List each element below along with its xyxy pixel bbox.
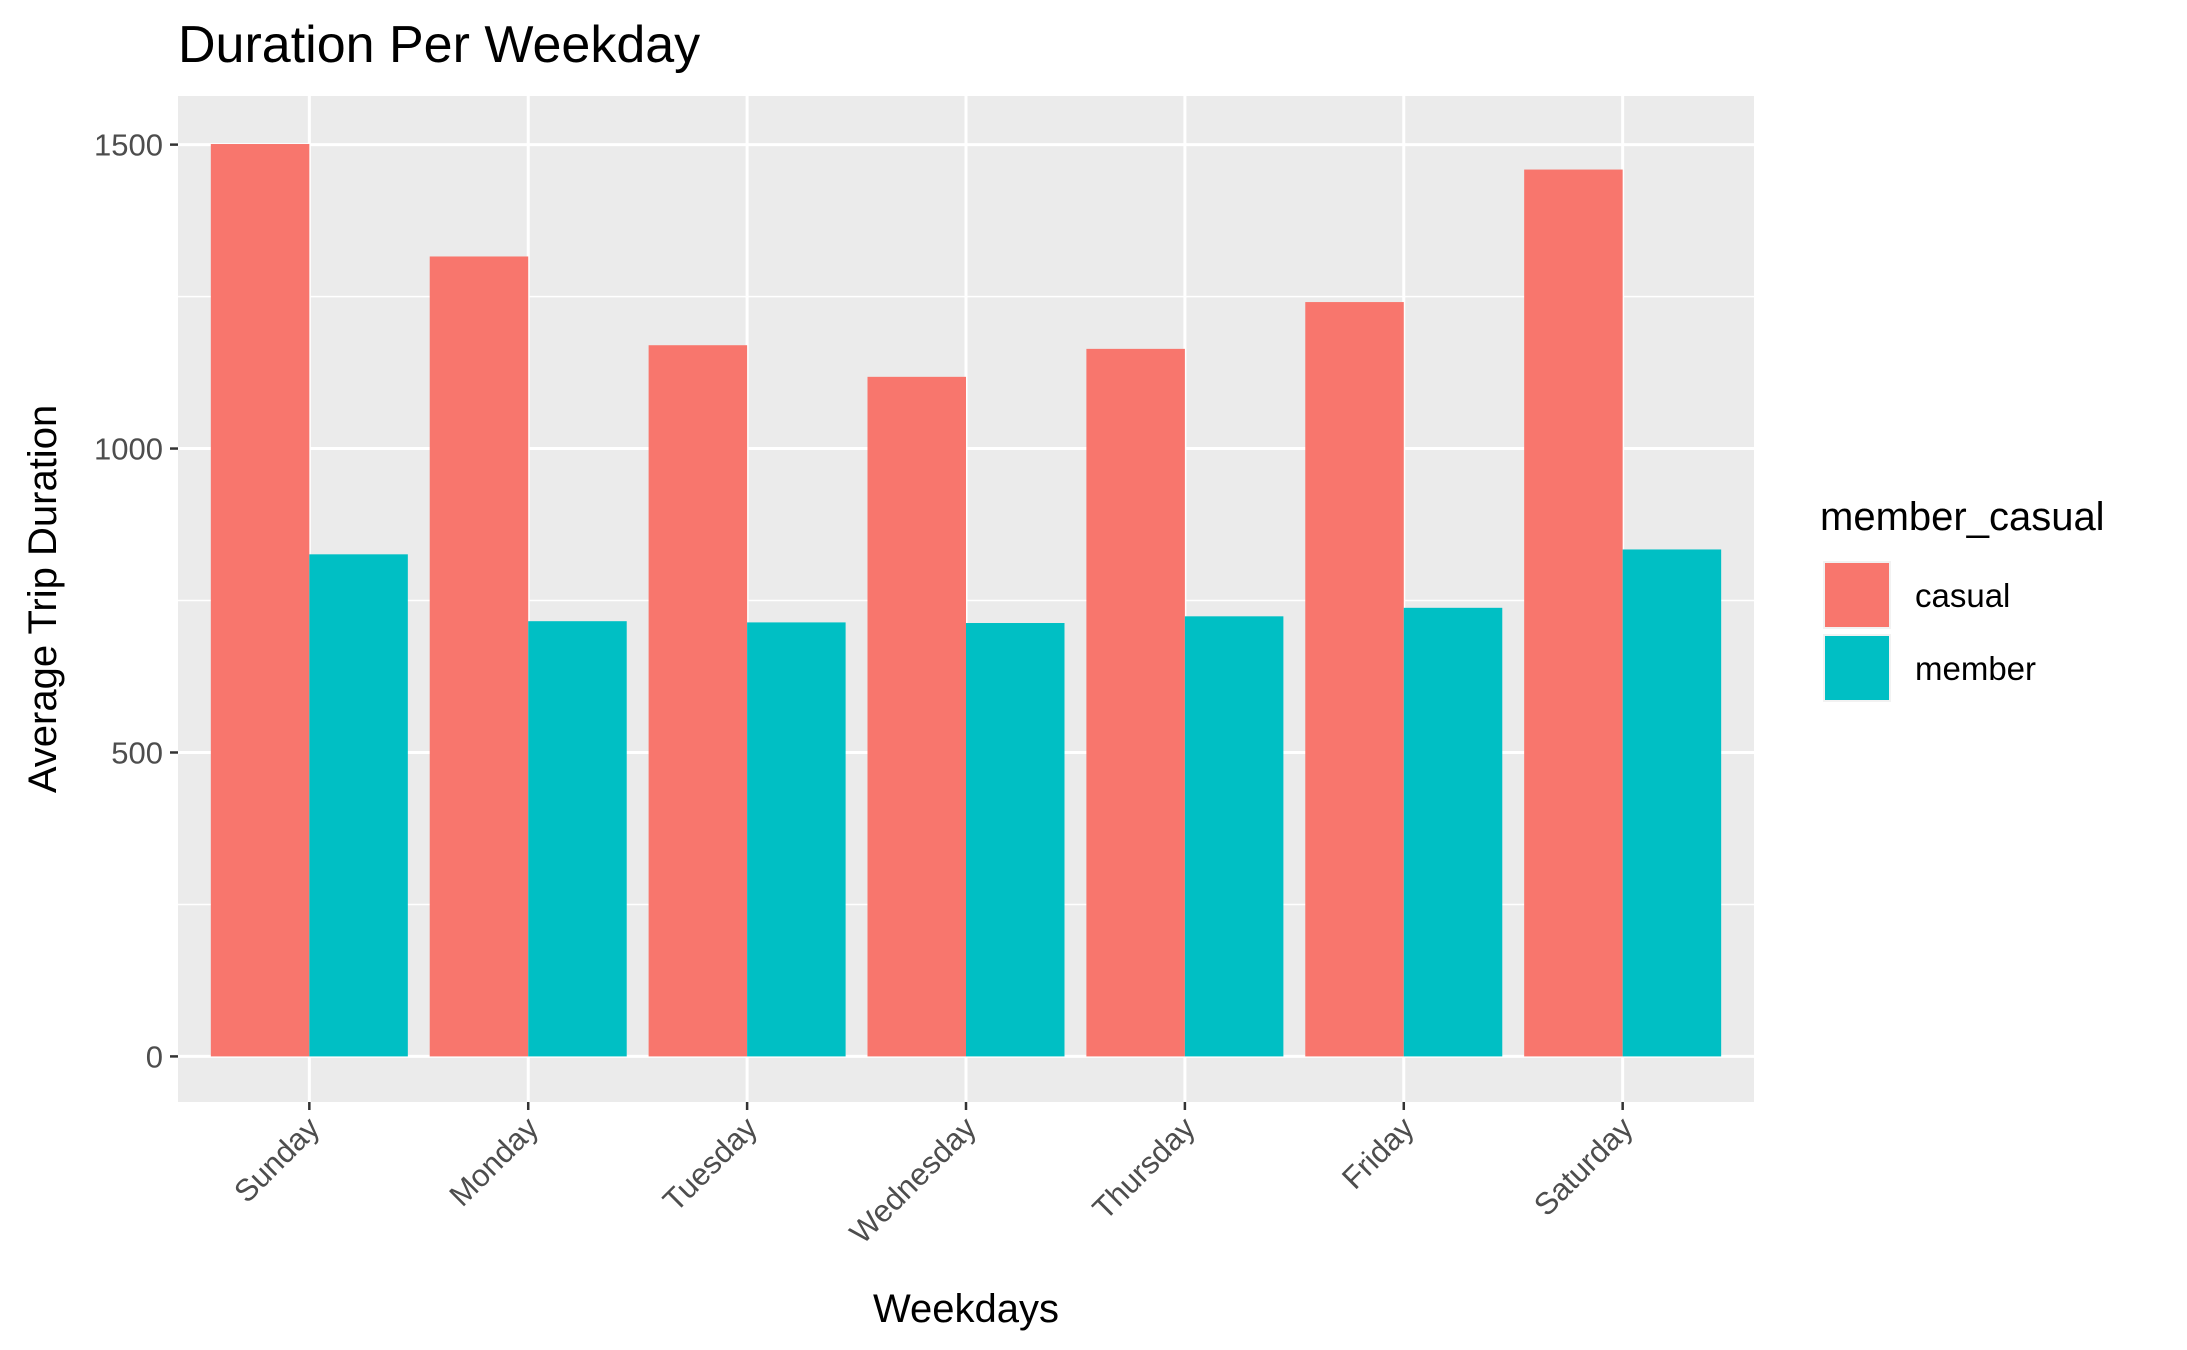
bars-group [210,144,1722,1057]
bar-casual-sunday [210,144,310,1057]
y-tick-label: 1000 [94,432,163,467]
legend-key-member [1825,636,1889,700]
bar-casual-monday [429,256,529,1057]
y-axis-title: Average Trip Duration [21,405,65,793]
bar-member-saturday [1622,549,1722,1057]
x-axis-title: Weekdays [873,1287,1059,1331]
bar-casual-tuesday [648,345,748,1057]
y-axis: 0 500 1000 1500 [94,128,178,1074]
bar-member-thursday [1184,616,1284,1057]
legend: member_casual casual member [1820,495,2105,702]
bar-casual-wednesday [867,376,966,1057]
bar-casual-thursday [1086,348,1185,1057]
bar-member-sunday [309,554,408,1057]
y-tick-label: 0 [146,1039,163,1074]
legend-key-casual [1825,563,1889,627]
legend-title: member_casual [1820,495,2105,539]
bar-casual-saturday [1524,169,1623,1057]
legend-label-member: member [1915,650,2036,687]
bar-casual-friday [1305,302,1404,1057]
legend-label-casual: casual [1915,577,2010,614]
bar-member-friday [1403,607,1503,1057]
bar-member-tuesday [747,622,846,1057]
y-tick-label: 1500 [94,128,163,163]
y-tick-label: 500 [111,735,163,770]
bar-member-monday [528,621,627,1057]
chart-title: Duration Per Weekday [178,16,700,74]
bar-member-wednesday [966,623,1065,1057]
